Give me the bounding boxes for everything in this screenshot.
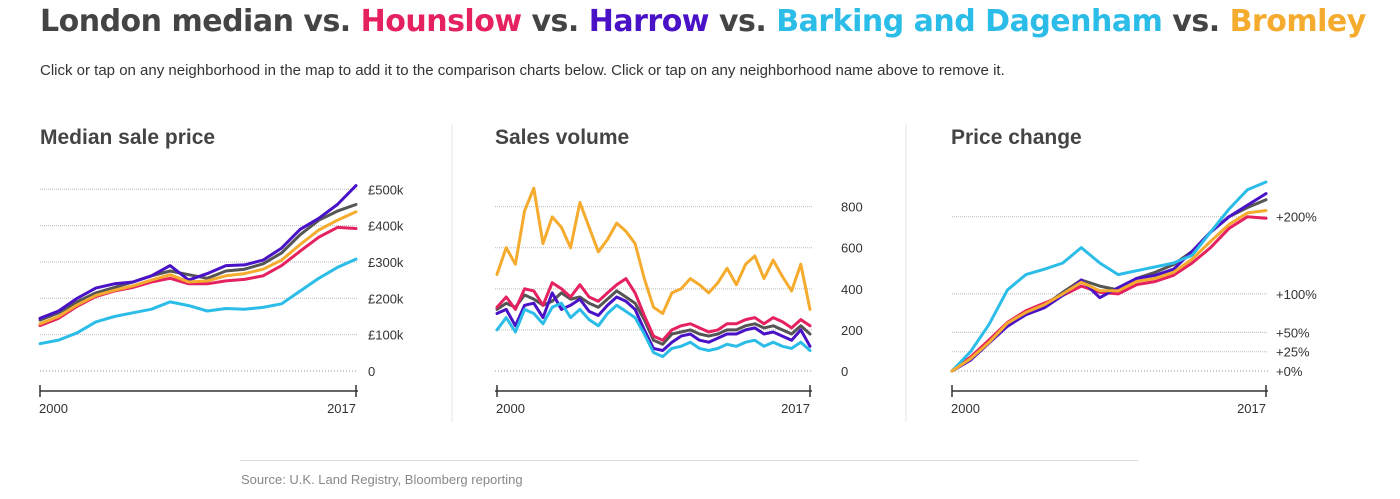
series-line-bromley [950,209,1268,373]
y-tick-label: 200 [841,323,863,338]
y-tick-label: 600 [841,241,863,256]
y-tick-label: 800 [841,200,863,215]
y-tick-label: £500k [368,182,404,197]
x-tick-label: 2000 [39,401,68,416]
series-line-bromley [38,210,358,326]
series-line-harrow [38,184,358,320]
y-tick-label: £200k [368,291,404,306]
y-tick-label: +0% [1276,364,1303,379]
chart-title-price-change: Price change [951,126,1082,149]
series-line-barking-and-dagenham [495,301,812,359]
neighborhood-name-harrow[interactable]: Harrow [588,4,710,39]
title-separator: vs. [1162,4,1230,39]
y-tick-label: £100k [368,328,404,343]
y-tick-label: 400 [841,282,863,297]
page-title: London median vs. Hounslow vs. Harrow vs… [40,4,1366,39]
series-line-barking-and-dagenham [950,180,1268,373]
x-tick-label: 2000 [496,401,525,416]
neighborhood-name-bromley[interactable]: Bromley [1229,4,1367,39]
y-tick-label: 0 [841,364,848,379]
title-separator: vs. [293,4,361,39]
chart-title-median-sale-price: Median sale price [40,126,216,149]
chart-sales-volume: 0 200 400 600 800 2000 2017 [495,186,863,416]
neighborhood-name-barking-and-dagenham[interactable]: Barking and Dagenham [776,4,1163,39]
x-tick-label: 2000 [951,401,980,416]
chart-price-change: +0% +25% +50% +100% +200% 2000 2017 [950,180,1317,416]
series-line-bromley [495,186,812,315]
x-tick-label: 2017 [327,401,356,416]
y-tick-label: +50% [1276,325,1310,340]
y-tick-label: +200% [1276,210,1317,225]
x-tick-label: 2017 [781,401,810,416]
x-tick-label: 2017 [1237,401,1266,416]
y-tick-label: +25% [1276,345,1310,360]
series-line-hounslow [495,277,812,342]
title-separator: vs. [709,4,777,39]
neighborhood-name-london-median: London median [40,4,294,39]
y-tick-label: +100% [1276,287,1317,302]
neighborhood-name-hounslow[interactable]: Hounslow [360,4,522,39]
chart-title-sales-volume: Sales volume [495,126,630,149]
page-subtitle: Click or tap on any neighborhood in the … [40,62,1005,79]
source-note: Source: U.K. Land Registry, Bloomberg re… [241,472,523,487]
y-tick-label: £400k [368,219,404,234]
source-divider [240,460,1138,461]
title-separator: vs. [521,4,589,39]
y-tick-label: £300k [368,255,404,270]
series-line-harrow [495,291,812,352]
y-tick-label: 0 [368,364,375,379]
series-line-barking-and-dagenham [38,257,358,346]
chart-median-sale-price: 0 £100k £200k £300k £400k £500k 2000 2017 [38,182,404,416]
